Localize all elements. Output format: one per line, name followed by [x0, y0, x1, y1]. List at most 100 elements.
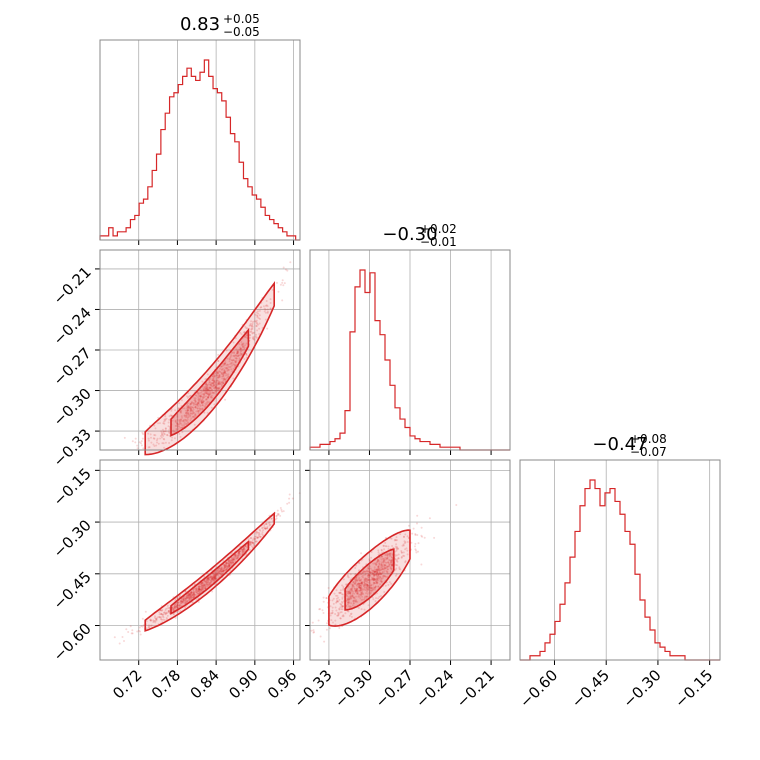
sample-point: [217, 387, 220, 390]
sample-point: [363, 582, 366, 585]
sample-point: [209, 377, 212, 380]
sample-point: [377, 549, 380, 552]
sample-point: [183, 597, 186, 600]
sample-point: [364, 572, 367, 575]
sample-point: [349, 573, 352, 576]
sample-point: [259, 535, 262, 538]
sample-point: [195, 588, 198, 591]
sample-point: [198, 588, 201, 591]
sample-point: [200, 401, 203, 404]
sample-point: [375, 568, 378, 571]
sample-point: [257, 317, 260, 320]
sample-point: [360, 552, 363, 555]
sample-point: [245, 546, 248, 549]
sample-point: [265, 523, 268, 526]
sample-point: [206, 579, 209, 582]
sample-point: [258, 309, 261, 312]
sample-point: [372, 581, 375, 584]
sample-point: [403, 542, 406, 545]
sample-point: [263, 307, 266, 310]
sample-point: [196, 403, 199, 406]
sample-point: [173, 604, 176, 606]
sample-point: [263, 525, 266, 528]
sample-point: [384, 561, 387, 564]
sample-point: [174, 598, 177, 601]
sample-point: [201, 408, 204, 411]
sample-point: [240, 333, 243, 336]
sample-point: [179, 422, 182, 424]
sample-point: [337, 612, 340, 615]
sample-point: [177, 610, 180, 613]
sample-point: [186, 600, 189, 603]
sample-point: [211, 391, 214, 394]
sample-point: [212, 575, 215, 578]
sample-point: [358, 584, 361, 587]
sample-point: [335, 594, 337, 597]
sample-point: [234, 354, 237, 357]
sample-point: [236, 350, 239, 353]
sample-point: [331, 609, 334, 612]
sample-point: [172, 608, 175, 611]
sample-point: [186, 416, 189, 419]
sample-point: [201, 588, 204, 591]
sample-point: [360, 593, 363, 596]
sample-point: [161, 433, 164, 435]
sample-point: [190, 410, 193, 413]
sample-point: [223, 369, 226, 372]
sample-point: [199, 395, 202, 398]
sample-point: [241, 345, 244, 348]
sample-point: [187, 594, 190, 596]
sample-point: [382, 544, 385, 547]
sample-point: [207, 396, 210, 399]
sample-point: [379, 580, 382, 582]
sample-point: [187, 409, 190, 412]
sample-point: [205, 580, 207, 583]
sample-point: [219, 382, 221, 385]
sample-point: [239, 350, 242, 353]
sample-point: [376, 560, 379, 563]
sample-point: [211, 379, 214, 382]
sample-point: [237, 354, 240, 357]
sample-point: [186, 422, 189, 425]
sample-point: [356, 591, 359, 594]
sample-point: [244, 344, 247, 347]
sample-point: [325, 628, 328, 631]
sample-point: [232, 558, 235, 561]
sample-point: [168, 442, 171, 444]
sample-point: [198, 400, 201, 403]
sample-point: [228, 363, 231, 366]
sample-point: [210, 387, 212, 390]
sample-point: [251, 325, 254, 328]
sample-point: [218, 375, 221, 377]
sample-point: [351, 594, 354, 597]
sample-point: [367, 588, 370, 591]
sample-point: [381, 557, 384, 560]
sample-point: [247, 538, 250, 541]
sample-point: [167, 430, 170, 433]
sample-point: [213, 403, 216, 406]
sample-point: [224, 366, 227, 369]
sample-point: [148, 624, 150, 627]
sample-point: [341, 601, 344, 604]
sample-point: [360, 593, 363, 596]
sample-point: [186, 407, 189, 410]
sample-point: [355, 577, 358, 580]
sample-point: [373, 578, 376, 581]
sample-point: [386, 565, 389, 568]
sample-point: [219, 381, 222, 384]
sample-point: [264, 527, 266, 530]
sample-point: [194, 413, 197, 416]
sample-point: [258, 528, 261, 531]
sample-point: [207, 576, 210, 579]
sample-point: [380, 568, 383, 571]
sample-point: [234, 361, 237, 364]
sample-point: [350, 595, 353, 598]
sample-point: [367, 574, 370, 577]
sample-point: [241, 344, 244, 347]
sample-point: [193, 403, 196, 406]
sample-point: [254, 313, 257, 316]
sample-point: [241, 548, 244, 551]
sample-point: [362, 593, 365, 595]
sample-point: [253, 538, 256, 541]
sample-point: [348, 591, 351, 594]
